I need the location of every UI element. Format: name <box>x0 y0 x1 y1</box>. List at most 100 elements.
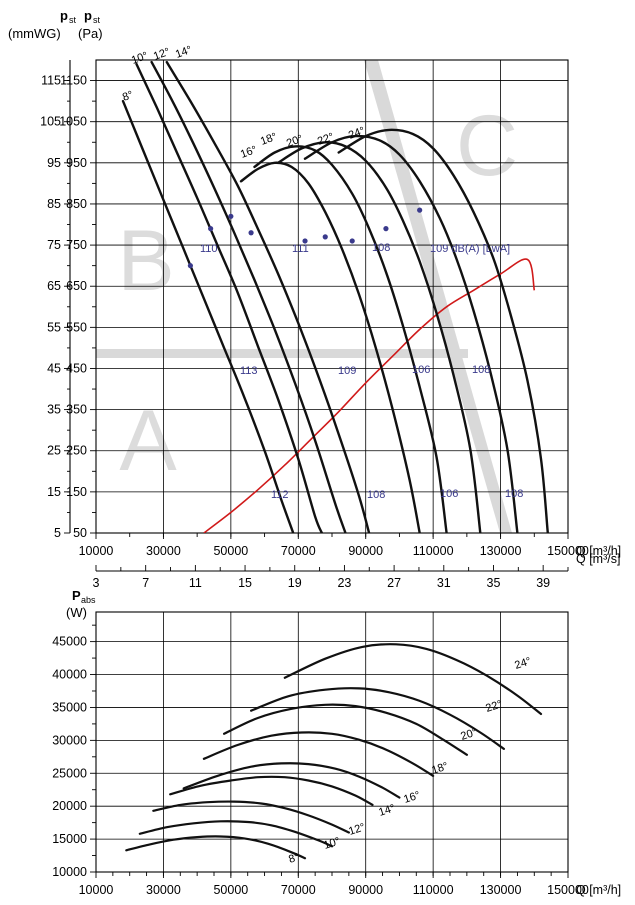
top-xtick: 90000 <box>348 544 383 558</box>
sound-power-label: 106 <box>412 364 430 376</box>
bottom-angle-label: 20° <box>459 726 479 743</box>
secondary-xtick: 27 <box>387 576 401 590</box>
top-curves-group <box>121 60 549 533</box>
bottom-angle-label: 24° <box>513 655 533 672</box>
pressure-curve-22deg <box>303 134 519 533</box>
top-xtick: 110000 <box>413 544 454 558</box>
top-angle-label: 16° <box>239 144 259 161</box>
top-angle-label: 18° <box>259 131 279 148</box>
pst-pa-symbol: p <box>84 8 92 23</box>
pst-mmwg-symbol: p <box>60 8 68 23</box>
bottom-angle-label: 10° <box>322 835 342 852</box>
top-angle-label: 12° <box>152 46 172 63</box>
bottom-angle-label: 16° <box>402 789 422 806</box>
bottom-xtick: 90000 <box>348 883 383 897</box>
sound-power-label: 109 <box>338 365 356 377</box>
sound-power-label: 106 <box>440 488 458 500</box>
operating-point-16deg <box>302 238 308 244</box>
top-ytick-mmwg: 65 <box>47 279 61 293</box>
zone-watermark-c: C <box>456 98 518 194</box>
top-angle-label: 20° <box>285 133 305 150</box>
top-ytick-pa: 750 <box>66 238 87 252</box>
bottom-curves-group <box>125 643 543 860</box>
top-ytick-mmwg: 25 <box>47 444 61 458</box>
top-xtick: 50000 <box>213 544 248 558</box>
pressure-curve-16deg <box>239 161 421 533</box>
pst-pa-subscript: st <box>93 15 101 25</box>
bottom-xtick: 130000 <box>480 883 522 897</box>
grey-band-diagonal <box>364 60 512 533</box>
power-curve-12deg <box>152 800 350 834</box>
grey-band-horizontal <box>96 349 468 358</box>
top-ytick-pa: 850 <box>66 197 87 211</box>
top-ytick-pa: 650 <box>66 279 87 293</box>
pressure-curve-20deg <box>276 141 482 533</box>
secondary-xtick: 7 <box>142 576 149 590</box>
top-ytick-pa: 1050 <box>59 115 87 129</box>
pressure-curve-14deg <box>165 60 371 533</box>
sound-power-label: 113 <box>240 365 258 377</box>
top-xtick: 130000 <box>480 544 522 558</box>
bottom-plot-frame <box>95 611 569 873</box>
operating-point-22deg <box>383 226 389 232</box>
bottom-angle-label: 18° <box>430 760 450 777</box>
bottom-angle-label: 22° <box>484 698 504 715</box>
power-curve-10deg <box>138 820 334 848</box>
pst-mmwg-unit: (mmWG) <box>8 26 61 41</box>
sound-power-label: 108 <box>505 488 523 500</box>
pressure-curve-18deg <box>253 145 448 533</box>
secondary-xtick: 15 <box>238 576 252 590</box>
top-angle-label: 14° <box>174 44 194 61</box>
sound-power-label: 112 <box>271 489 289 501</box>
bottom-ytick: 40000 <box>52 668 87 682</box>
pressure-curve-8deg <box>121 99 295 533</box>
top-ytick-mmwg: 115 <box>41 74 61 88</box>
top-ytick-mmwg: 75 <box>47 238 61 252</box>
pressure-curve-10deg <box>135 62 324 533</box>
power-curve-18deg <box>202 731 435 777</box>
bottom-ytick: 20000 <box>52 799 87 813</box>
power-curve-14deg <box>169 775 374 806</box>
secondary-xtick: 23 <box>337 576 351 590</box>
secondary-xtick: 31 <box>437 576 451 590</box>
bottom-xtick: 30000 <box>146 883 181 897</box>
sound-power-label: 108 <box>372 242 390 254</box>
bottom-ytick: 25000 <box>52 766 87 780</box>
top-xtick: 150000 <box>547 544 589 558</box>
top-xaxis-label: Q [m³/h] <box>576 544 621 558</box>
secondary-xtick: 19 <box>288 576 302 590</box>
top-ytick-mmwg: 5 <box>54 526 61 540</box>
top-ytick-pa: 1150 <box>60 74 87 88</box>
bottom-angle-label: 12° <box>347 821 367 838</box>
top-angle-label: 22° <box>316 131 336 148</box>
top-xtick: 10000 <box>79 544 114 558</box>
top-xtick: 30000 <box>146 544 181 558</box>
top-ytick-mmwg: 15 <box>47 485 61 499</box>
operating-point-14deg <box>248 230 254 236</box>
pressure-curve-24deg <box>337 128 549 533</box>
top-ytick-mmwg: 45 <box>47 361 61 375</box>
sound-power-label: 108 <box>367 489 385 501</box>
bottom-ytick: 10000 <box>52 865 87 879</box>
pabs-subscript: abs <box>81 595 96 605</box>
top-ytick-mmwg: 35 <box>47 403 61 417</box>
bottom-angle-label: 8° <box>287 851 301 866</box>
zone-watermark-b: B <box>117 213 174 309</box>
bottom-ytick: 30000 <box>52 733 87 747</box>
top-ytick-mmwg: 95 <box>47 156 61 170</box>
power-curve-22deg <box>250 687 505 750</box>
operating-point-18deg <box>322 234 328 240</box>
operating-point-10deg <box>208 226 214 232</box>
top-angle-label: 8° <box>121 89 135 104</box>
secondary-xtick: 3 <box>93 576 100 590</box>
sound-power-label: 109 dB(A) [LwA] <box>430 243 510 255</box>
operating-point-20deg <box>349 238 355 244</box>
top-ytick-pa: 150 <box>66 485 87 499</box>
top-ytick-pa: 350 <box>66 403 87 417</box>
sound-power-label: 110 <box>200 243 218 255</box>
pst-mmwg-subscript: st <box>69 15 77 25</box>
pressure-curve-12deg <box>150 60 347 533</box>
top-ytick-pa: 950 <box>66 156 87 170</box>
secondary-xaxis-label: Q [m³/s] <box>576 552 620 566</box>
